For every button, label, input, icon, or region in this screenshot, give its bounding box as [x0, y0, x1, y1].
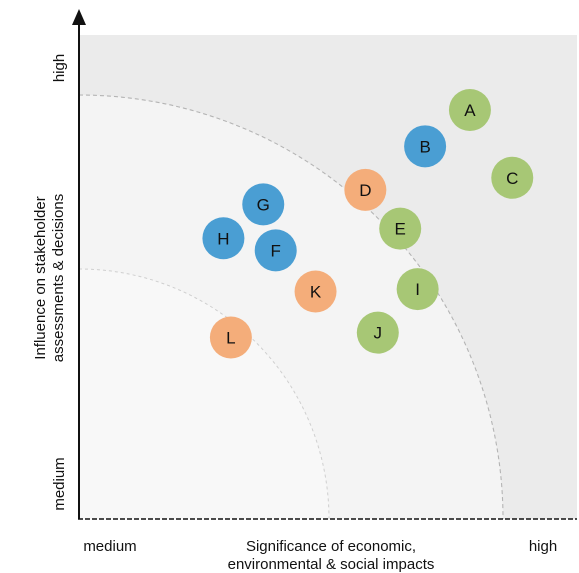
bubble-marker [344, 168, 387, 211]
bubble-marker [379, 207, 422, 250]
bubble-marker [448, 89, 491, 132]
bubble-marker [202, 217, 245, 260]
bubble-marker [491, 156, 534, 199]
bubble-label: A [464, 101, 476, 120]
zone-boundary-inner [78, 268, 330, 520]
bubble-marker [209, 316, 252, 359]
bubble-marker [242, 183, 285, 226]
bubble-marker [396, 268, 439, 311]
bubble-marker [404, 125, 447, 168]
bubble-label: J [374, 324, 383, 343]
bubble-a: A [448, 89, 491, 132]
x-axis-label-line-2: environmental & social impacts [228, 556, 435, 573]
bubble-label: C [506, 169, 518, 188]
bubble-d: D [344, 168, 387, 211]
bubble-i: I [396, 268, 439, 311]
bubble-b: B [404, 125, 447, 168]
y-axis-label-line-2: assessments & decisions [50, 194, 67, 362]
bubble-marker [294, 270, 337, 313]
bubble-j: J [356, 311, 399, 354]
bubble-label: E [395, 220, 406, 239]
y-tick-high: high [51, 54, 68, 82]
x-tick-low: medium [83, 538, 136, 555]
bubbles: A B C D E G H F K I J L [202, 89, 534, 359]
bubble-h: H [202, 217, 245, 260]
y-axis-label-line-1: Influence on stakeholder [32, 196, 49, 359]
bubble-label: L [226, 329, 235, 348]
zones [78, 35, 577, 520]
bubble-label: F [271, 241, 281, 260]
x-axis-label-line-1: Significance of economic, [246, 538, 416, 555]
axes [72, 9, 577, 520]
bubble-label: K [310, 283, 322, 302]
y-axis-arrow [72, 9, 86, 25]
bubble-k: K [294, 270, 337, 313]
bubble-f: F [254, 229, 297, 272]
bubble-label: H [217, 229, 229, 248]
bubble-label: D [359, 181, 371, 200]
bubble-marker [356, 311, 399, 354]
bubble-l: L [209, 316, 252, 359]
bubble-label: I [415, 280, 420, 299]
bubble-e: E [379, 207, 422, 250]
zone-inner [79, 269, 329, 519]
x-tick-high: high [529, 538, 557, 555]
bubble-label: B [419, 137, 430, 156]
bubble-label: G [257, 195, 270, 214]
bubble-g: G [242, 183, 285, 226]
bubble-c: C [491, 156, 534, 199]
zone-boundary-outer [78, 94, 504, 520]
y-tick-low: medium [51, 457, 68, 510]
bubble-marker [254, 229, 297, 272]
